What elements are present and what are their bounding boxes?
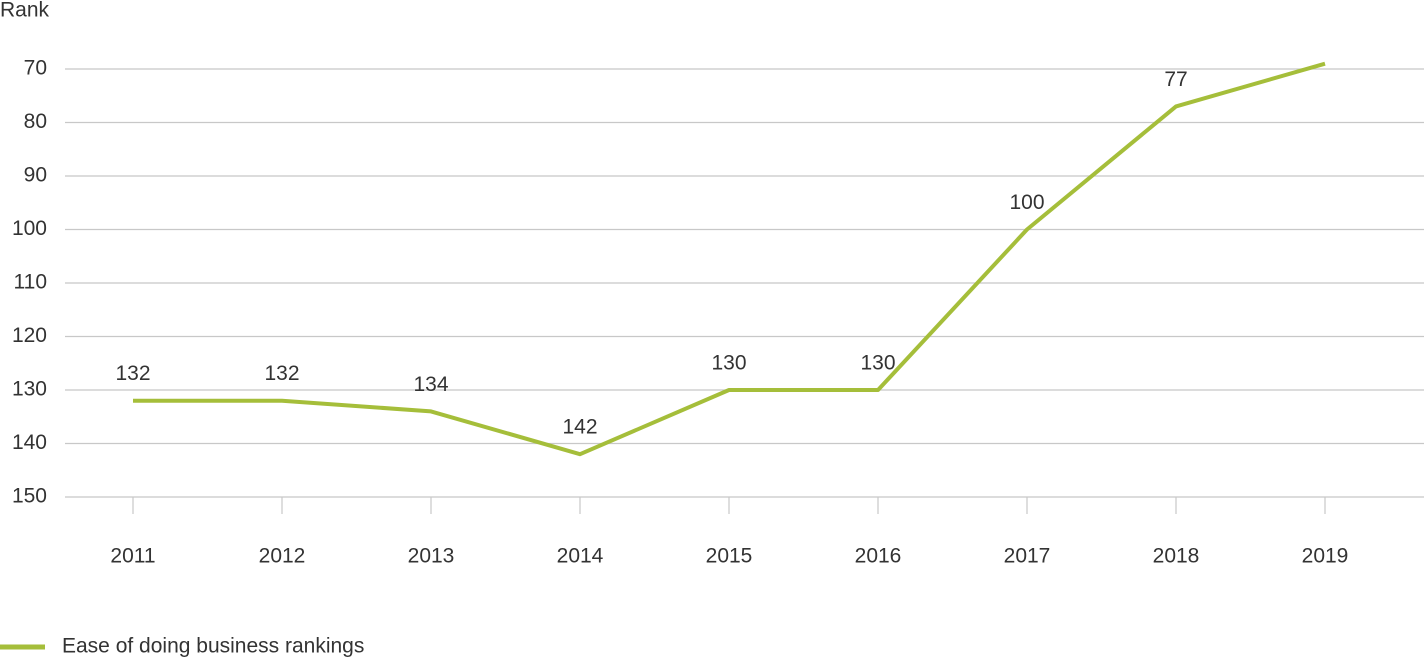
data-label: 134 xyxy=(413,373,448,396)
data-label: 132 xyxy=(115,362,150,385)
y-tick-label: 90 xyxy=(24,164,47,187)
x-tick-label: 2016 xyxy=(855,545,902,568)
data-label: 77 xyxy=(1164,68,1187,91)
data-label: 100 xyxy=(1009,191,1044,214)
y-tick-label: 80 xyxy=(24,110,47,133)
x-tick-label: 2013 xyxy=(408,545,455,568)
x-tick-label: 2018 xyxy=(1153,545,1200,568)
y-tick-label: 140 xyxy=(12,431,47,454)
legend-label: Ease of doing business rankings xyxy=(62,635,364,658)
data-label: 142 xyxy=(562,416,597,439)
y-tick-label: 110 xyxy=(14,271,47,294)
y-axis-label: Rank xyxy=(0,0,50,22)
x-tick-label: 2012 xyxy=(259,545,306,568)
x-tick-label: 2015 xyxy=(706,545,753,568)
data-label: 130 xyxy=(711,352,746,375)
y-tick-label: 100 xyxy=(12,217,47,240)
y-tick-label: 150 xyxy=(12,485,47,508)
x-tick-label: 2011 xyxy=(110,545,155,568)
data-label: 132 xyxy=(264,362,299,385)
y-tick-label: 120 xyxy=(12,324,47,347)
x-tick-label: 2017 xyxy=(1004,545,1051,568)
x-tick-label: 2019 xyxy=(1302,545,1349,568)
y-tick-label: 130 xyxy=(12,378,47,401)
y-tick-label: 70 xyxy=(24,57,47,80)
data-label: 130 xyxy=(860,352,895,375)
x-tick-label: 2014 xyxy=(557,545,604,568)
line-series xyxy=(133,61,1326,457)
